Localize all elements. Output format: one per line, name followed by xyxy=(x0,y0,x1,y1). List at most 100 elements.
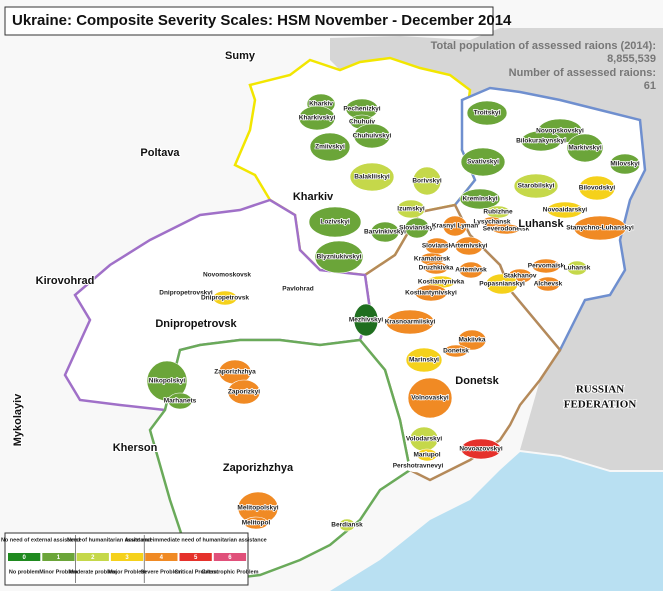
title: Ukraine: Composite Severity Scales: HSM … xyxy=(12,12,512,29)
population-label: Total population of assessed raions (201… xyxy=(431,40,656,52)
legend-swatch xyxy=(213,553,247,561)
district-label: Chuhuivskyi xyxy=(353,133,392,140)
district-label: Slovianskyi xyxy=(399,225,435,232)
district-label: Barvinkivskyi xyxy=(364,229,406,236)
district-area xyxy=(535,276,561,292)
district-area xyxy=(566,260,588,276)
district-area xyxy=(566,133,604,163)
region-label: Zaporizhzhya xyxy=(223,462,294,474)
district-label: Stakhanov xyxy=(504,273,537,280)
legend-label: No problem xyxy=(9,569,40,575)
legend-level: 4 xyxy=(160,555,164,561)
district-label: Severodonetsk xyxy=(483,226,530,233)
district-label: Marinskyi xyxy=(409,357,439,364)
legend-level: 0 xyxy=(22,555,26,561)
district-area xyxy=(460,438,502,460)
district-area xyxy=(454,236,484,256)
district-area xyxy=(578,175,616,201)
district-label: Balakliiskyi xyxy=(354,174,390,181)
district-label: Dnipropetrovskyi xyxy=(159,290,213,297)
district-area xyxy=(243,516,269,530)
region-label: Poltava xyxy=(140,147,180,159)
district-label: Melitopolskyi xyxy=(237,505,278,512)
district-area xyxy=(416,448,438,462)
district-area xyxy=(546,201,584,219)
district-area xyxy=(460,147,506,177)
district-label: Zaporizkyi xyxy=(228,389,260,396)
legend-label: Critical Problem xyxy=(175,569,217,575)
district-label: Sloviansk xyxy=(422,243,453,250)
district-label: Novomoskovsk xyxy=(203,272,251,279)
district-area xyxy=(370,221,400,243)
district-label: Pechenizkyi xyxy=(343,106,380,113)
legend-level: 5 xyxy=(194,555,198,561)
district-area xyxy=(458,261,484,279)
district-label: Chuhuiv xyxy=(349,119,375,126)
legend-group: Acute and immediate need of humanitarian… xyxy=(125,537,267,543)
district-label: Popasnianskyi xyxy=(479,281,525,288)
district-area xyxy=(457,329,487,351)
district-area xyxy=(531,258,561,274)
district-area xyxy=(396,199,426,219)
district-area xyxy=(414,284,448,302)
legend-swatch xyxy=(76,553,109,561)
district-area xyxy=(212,290,238,306)
district-label: Troitskyi xyxy=(474,110,501,117)
district-label: Novopskovskyi xyxy=(536,128,584,135)
district-label: Alchevsk xyxy=(534,281,563,288)
district-label: Berdiansk xyxy=(331,522,363,529)
district-area xyxy=(169,285,203,301)
region-label: Mykolayiv xyxy=(12,393,24,446)
district-label: Milovskyi xyxy=(610,161,639,168)
district-label: Druzhkivka xyxy=(419,265,454,272)
district-label: Kharkiv xyxy=(309,101,333,108)
district-label: Krasnyi Lyman xyxy=(432,223,478,230)
district-area xyxy=(309,132,351,162)
region-label: Luhansk xyxy=(518,218,564,230)
district-label: Novoazovskyi xyxy=(459,446,503,453)
region-label: Kirovohrad xyxy=(36,275,95,287)
legend-level: 3 xyxy=(125,555,129,561)
district-label: Lysychansk xyxy=(474,219,511,226)
district-area xyxy=(308,206,362,238)
district-area xyxy=(298,105,336,131)
district-label: Pervomaisk xyxy=(528,263,565,270)
district-area xyxy=(491,223,521,235)
district-label: Kostiantynivskyi xyxy=(405,290,457,297)
district-label: Pavlohrad xyxy=(282,286,313,293)
legend-group: Need of humanitarian assistance xyxy=(67,537,153,543)
district-area xyxy=(443,344,469,358)
district-area xyxy=(314,240,364,274)
district-label: Novoaidarskyi xyxy=(543,207,588,214)
district-label: Krasnoarmiiskyi xyxy=(385,319,436,326)
legend-swatch xyxy=(110,553,144,561)
district-label: Kreminskyi xyxy=(462,196,497,203)
district-label: Starobilskyi xyxy=(518,183,555,190)
legend-label: Catastrophic Problem xyxy=(201,569,258,575)
district-area xyxy=(466,100,508,126)
district-label: Pershotravnevyi xyxy=(393,463,444,470)
district-area xyxy=(353,123,391,149)
district-area xyxy=(283,280,313,298)
district-label: Makiivka xyxy=(458,337,485,344)
legend-group: No need of external assistance xyxy=(1,537,82,543)
district-label: Donetsk xyxy=(443,348,469,355)
legend-label: Major Problem xyxy=(108,569,146,575)
district-label: Markivskyi xyxy=(568,145,601,152)
district-label: Svativskyi xyxy=(467,159,499,166)
district-area xyxy=(212,267,242,283)
district-area xyxy=(167,392,193,410)
district-label: Dnipropetrovsk xyxy=(201,295,249,302)
legend-swatch xyxy=(8,553,41,561)
district-area xyxy=(405,347,443,373)
district-label: Nikopolskyi xyxy=(149,378,186,385)
district-label: Izumskyi xyxy=(397,206,425,213)
district-label: Volnovaskyi xyxy=(411,395,449,402)
district-label: Mezhivskyi xyxy=(349,317,384,324)
district-area xyxy=(481,216,503,228)
district-label: Kostiantynivka xyxy=(418,279,465,286)
district-area xyxy=(349,162,395,192)
district-label: Marhanets xyxy=(164,398,197,405)
district-label: Melitopol xyxy=(242,520,271,527)
